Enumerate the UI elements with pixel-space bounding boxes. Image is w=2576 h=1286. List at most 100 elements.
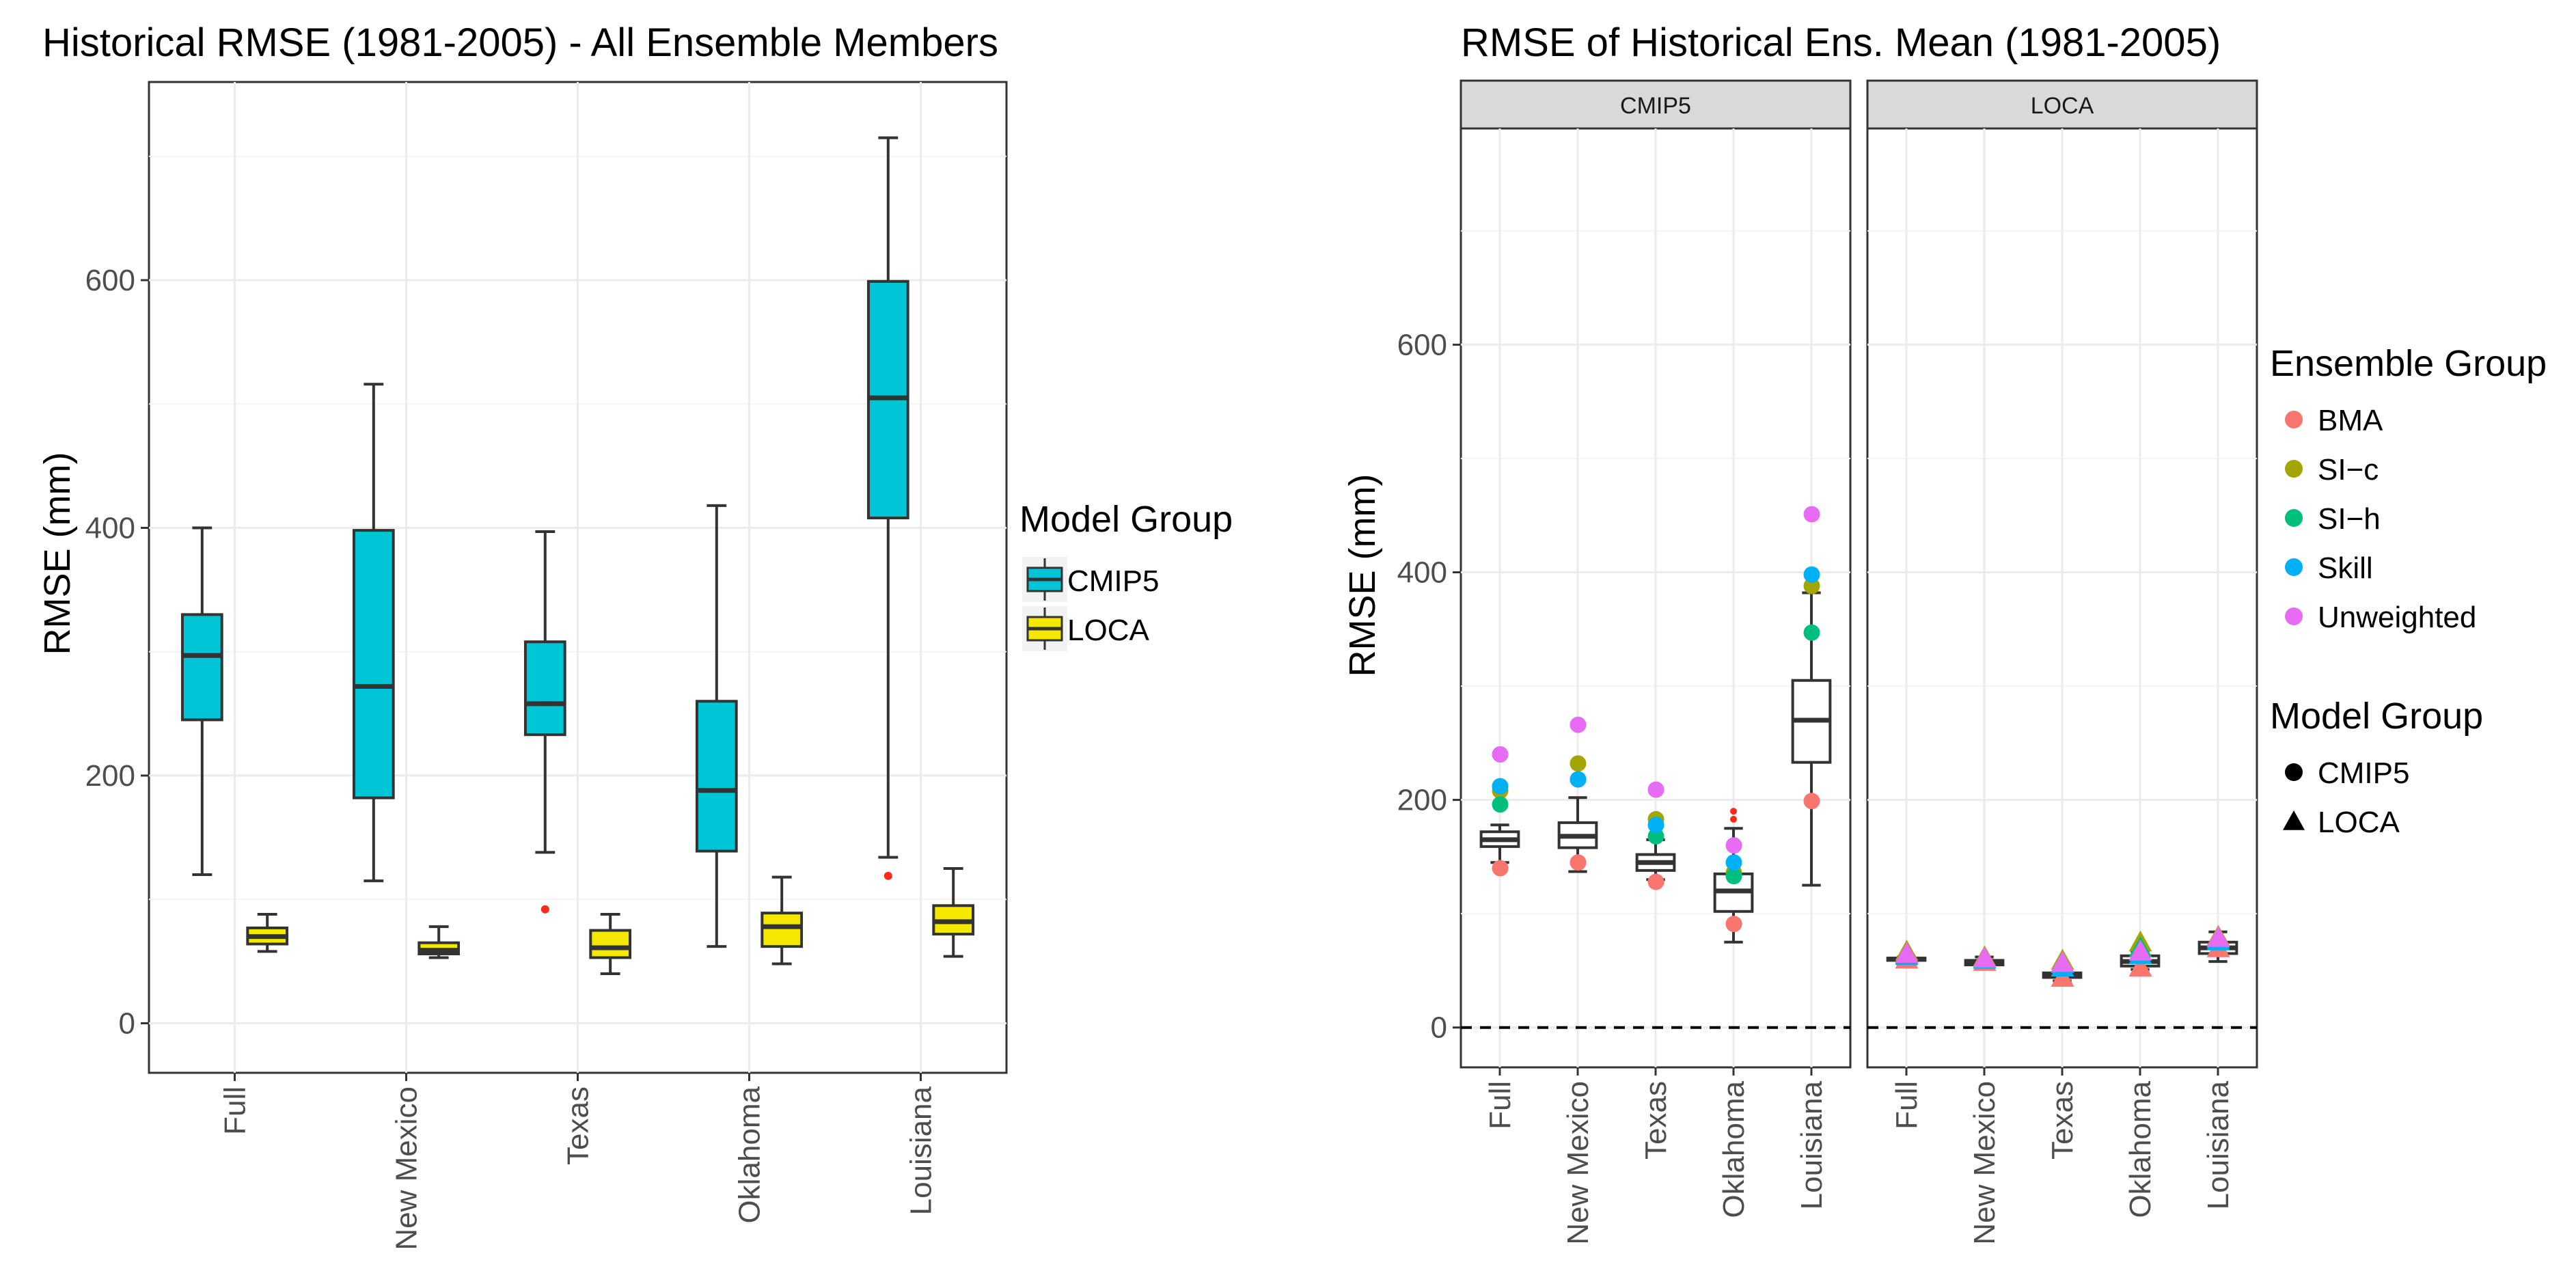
model-legend-label-cmip5: CMIP5 [2318,756,2409,790]
right-cmip5-x-tick-label-texas: Texas [1639,1081,1673,1160]
ensemble-legend-items: BMA SI−c SI−h Skill Unweighted [2285,404,2476,634]
ensemble-legend-title: Ensemble Group [2270,343,2547,384]
left-loca-oklahoma-box [761,912,804,948]
left-x-tick-label-full: Full [219,1086,252,1135]
right-cmip5-boxes [1479,591,1832,944]
right-cmip5-x-ticks: Full New Mexico Texas Oklahoma Louisiana [1483,1067,1828,1245]
left-y-tick-label-1: 200 [85,759,135,793]
model-legend-title: Model Group [2270,696,2483,737]
right-cmip5-point-si-h-louisiana [1803,624,1820,641]
right-cmip5-oklahoma-outlier-1 [1730,815,1737,823]
left-gridlines [149,82,1006,1073]
right-cmip5-point-skill-texas [1647,817,1664,834]
left-cmip5-new-mexico-box [352,529,395,799]
right-cmip5-strip-label: CMIP5 [1620,93,1691,119]
right-loca-strip [1866,79,2258,130]
right-loca-point-bma-oklahoma [2128,955,2152,977]
left-cmip5-full-box [180,613,223,722]
ensemble-legend-label-si-c: SI−c [2318,453,2379,487]
right-y-tick-label-1: 200 [1397,784,1447,817]
left-chart-title: Historical RMSE (1981-2005) - All Ensemb… [42,20,998,65]
right-cmip5-ensemble-points [1492,506,1820,933]
right-loca-x-ticks: Full New Mexico Texas Oklahoma Louisiana [1890,1067,2235,1245]
right-loca-point-unweighted-texas [2051,950,2074,972]
model-legend-label-loca: LOCA [2318,806,2400,839]
right-cmip5-point-skill-oklahoma [1725,854,1742,871]
left-x-tick-label-oklahoma: Oklahoma [733,1086,767,1223]
right-facet-panels: CMIP5 Full New Mexico Texas Oklahoma Louisian… [1460,79,2258,1245]
left-x-ticks: Full New Mexico Texas Oklahoma Louisiana [219,1073,938,1250]
left-cmip5-texas-outlier-0 [540,905,549,914]
left-legend-title: Model Group [1019,499,1233,540]
right-loca-strip-label: LOCA [2031,93,2094,119]
right-cmip5-point-bma-oklahoma [1725,916,1742,933]
right-loca-gridlines [1867,128,2257,1067]
left-x-tick-label-new-mexico: New Mexico [390,1086,424,1250]
left-y-ticks: 0 200 400 600 [85,264,149,1041]
ensemble-legend-key-unweighted [2285,607,2303,625]
right-loca-x-tick-label-new-mexico: New Mexico [1968,1081,2001,1245]
right-cmip5-point-si-h-oklahoma [1725,868,1742,885]
right-y-axis-label: RMSE (mm) [1342,474,1383,677]
left-cmip5-louisiana-outlier-0 [883,871,892,880]
right-loca-x-tick-label-texas: Texas [2046,1081,2079,1160]
right-cmip5-point-unweighted-full [1492,746,1509,763]
right-cmip5-point-unweighted-texas [1647,781,1664,798]
right-loca-ensemble-points [1895,925,2230,987]
ensemble-legend-label-si-h: SI−h [2318,502,2381,536]
right-cmip5-panel: CMIP5 Full New Mexico Texas Oklahoma Louisian… [1460,79,1852,1245]
left-legend-label-cmip5: CMIP5 [1067,564,1159,598]
ensemble-legend-label-unweighted: Unweighted [2318,601,2476,634]
right-cmip5-x-tick-label-oklahoma: Oklahoma [1717,1080,1751,1218]
right-loca-x-tick-label-full: Full [1890,1081,1923,1130]
right-y-ticks: 0 200 400 600 [1397,328,1461,1045]
right-cmip5-point-bma-new-mexico [1570,854,1587,871]
right-loca-point-unweighted-louisiana [2206,926,2230,947]
right-cmip5-oklahoma-outlier-0 [1730,808,1737,815]
ensemble-legend-label-bma: BMA [2318,404,2383,437]
ensemble-legend-key-bma [2285,411,2303,428]
left-y-axis-label: RMSE (mm) [37,452,78,655]
right-loca-panel: LOCA Full New Mexico Texas Oklahoma Louisiana [1866,79,2258,1245]
right-cmip5-point-si-c-louisiana [1803,577,1820,594]
left-legend: Model Group CMIP5 LOCA [1019,499,1233,651]
right-cmip5-x-tick-label-full: Full [1483,1081,1517,1130]
right-cmip5-x-tick-label-louisiana: Louisiana [1795,1080,1828,1209]
right-cmip5-point-bma-louisiana [1803,793,1820,810]
left-cmip5-texas-box [523,640,566,737]
right-cmip5-point-bma-full [1492,860,1509,877]
right-loca-point-unweighted-oklahoma [2128,940,2152,961]
right-cmip5-point-unweighted-oklahoma [1725,837,1742,854]
right-loca-point-unweighted-full [1895,942,1919,963]
left-legend-items: CMIP5 LOCA [1022,557,1159,651]
right-legend-ensemble: Ensemble Group BMA SI−c SI−h Skill Unweighte… [2270,343,2547,634]
left-x-tick-label-louisiana: Louisiana [905,1086,938,1215]
ensemble-legend-key-si-c [2285,460,2303,478]
left-cmip5-oklahoma-box [695,700,738,853]
right-chart: RMSE of Historical Ens. Mean (1981-2005)… [1342,20,2547,1245]
left-y-tick-label-3: 600 [85,264,135,297]
ensemble-legend-label-skill: Skill [2318,551,2373,585]
left-loca-texas-box [589,929,632,959]
right-cmip5-point-bma-texas [1647,873,1664,890]
right-y-tick-label-2: 400 [1397,556,1447,590]
right-cmip5-strip [1460,79,1852,130]
left-y-tick-label-2: 400 [85,512,135,545]
right-cmip5-point-si-h-texas [1647,827,1664,845]
left-chart: Historical RMSE (1981-2005) - All Ensemb… [37,20,1233,1250]
left-legend-label-loca: LOCA [1067,614,1149,647]
right-chart-title: RMSE of Historical Ens. Mean (1981-2005) [1461,20,2221,65]
model-legend-items: CMIP5 LOCA [2283,756,2409,839]
left-y-tick-label-0: 0 [119,1007,135,1041]
right-loca-point-unweighted-new-mexico [1973,946,1997,968]
right-loca-x-tick-label-louisiana: Louisiana [2202,1080,2235,1209]
right-loca-x-tick-label-oklahoma: Oklahoma [2124,1080,2157,1218]
model-legend-key-cmip5 [2285,763,2303,781]
ensemble-legend-key-si-h [2285,509,2303,527]
right-legend-model: Model Group CMIP5 LOCA [2270,696,2483,839]
right-cmip5-point-skill-new-mexico [1570,771,1587,788]
right-cmip5-point-skill-full [1492,778,1509,795]
right-cmip5-point-si-h-full [1492,796,1509,813]
right-y-tick-label-0: 0 [1431,1011,1447,1045]
right-cmip5-point-unweighted-louisiana [1803,506,1820,523]
